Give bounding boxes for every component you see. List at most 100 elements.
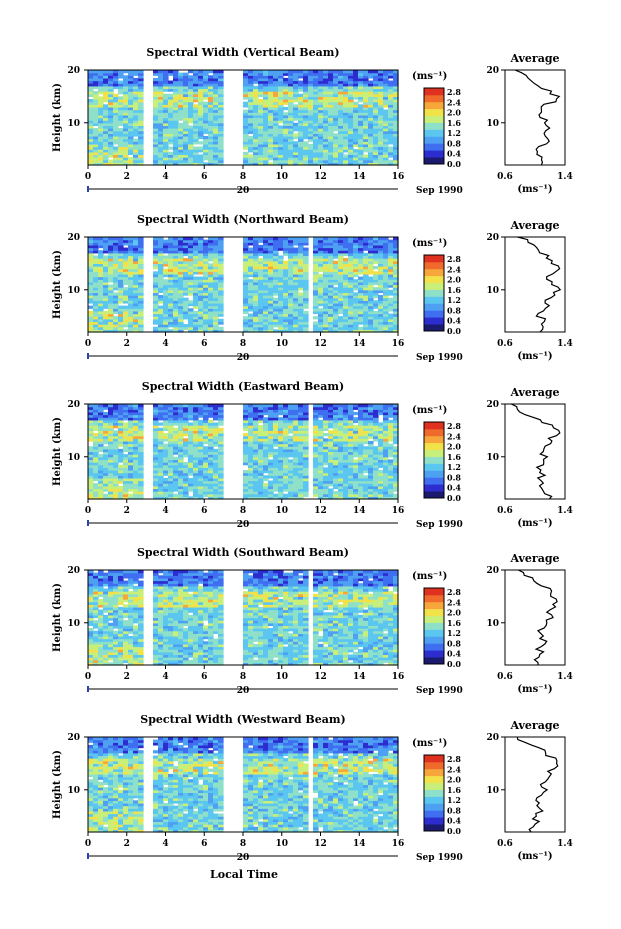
- heatmap-cell: [378, 104, 384, 108]
- heatmap-cell: [208, 70, 214, 74]
- heatmap-cell: [258, 244, 264, 249]
- heatmap-cell: [293, 324, 299, 328]
- heatmap-cell: [318, 268, 324, 272]
- heatmap-cell: [248, 411, 254, 416]
- heatmap-cell: [393, 297, 399, 301]
- heatmap-cell: [163, 80, 169, 84]
- colorbar-segment: [424, 268, 444, 277]
- heatmap-cell: [188, 130, 194, 134]
- heatmap-cell: [258, 467, 264, 471]
- heatmap-cell: [348, 72, 354, 76]
- heatmap-cell: [383, 101, 389, 105]
- heatmap-cell: [383, 80, 389, 84]
- heatmap-cell: [163, 321, 169, 325]
- heatmap-cell: [298, 120, 304, 124]
- heatmap-cell: [253, 297, 259, 301]
- heatmap-cell: [313, 244, 319, 249]
- heatmap-cell: [348, 70, 354, 74]
- heatmap-cell: [173, 318, 179, 323]
- heatmap-cell: [218, 409, 224, 413]
- heatmap-cell: [253, 454, 259, 458]
- heatmap-cell: [323, 239, 329, 243]
- heatmap-cell: [203, 313, 209, 317]
- heatmap-cell: [313, 75, 319, 79]
- heatmap-cell: [213, 451, 219, 455]
- heatmap-cell: [103, 263, 109, 267]
- heatmap-cell: [178, 287, 184, 291]
- heatmap-cell: [158, 329, 164, 333]
- heatmap-cell: [258, 300, 264, 304]
- heatmap-cell: [178, 462, 184, 466]
- heatmap-cell: [198, 125, 204, 129]
- heatmap-cell: [178, 300, 184, 304]
- heatmap-cell: [363, 85, 369, 90]
- heatmap-cell: [108, 239, 114, 243]
- heatmap-cell: [318, 135, 324, 140]
- heatmap-cell: [328, 237, 334, 241]
- heatmap-cell: [268, 70, 274, 74]
- heatmap-cell: [283, 99, 289, 103]
- heatmap-cell: [218, 443, 224, 447]
- heatmap-cell: [323, 133, 329, 137]
- heatmap-cell: [278, 77, 284, 82]
- heatmap-cell: [328, 146, 334, 150]
- heatmap-cell: [353, 302, 359, 307]
- heatmap-cell: [123, 427, 129, 431]
- heatmap-cell: [358, 72, 364, 76]
- heatmap-cell: [353, 295, 359, 299]
- heatmap-cell: [168, 422, 174, 426]
- heatmap-cell: [158, 141, 164, 145]
- heatmap-cell: [213, 435, 219, 439]
- heatmap-cell: [263, 85, 269, 90]
- heatmap-cell: [93, 409, 99, 413]
- heatmap-cell: [333, 117, 339, 121]
- heatmap-cell: [163, 289, 169, 294]
- heatmap-cell: [113, 292, 119, 296]
- heatmap-cell: [88, 276, 94, 280]
- heatmap-cell: [173, 104, 179, 108]
- heatmap-cell: [313, 260, 319, 264]
- heatmap-cell: [108, 438, 114, 442]
- heatmap-cell: [343, 83, 349, 87]
- heatmap-cell: [313, 284, 319, 288]
- heatmap-cell: [193, 141, 199, 145]
- heatmap-cell: [243, 308, 249, 312]
- heatmap-cell: [283, 77, 289, 82]
- heatmap-cell: [323, 329, 329, 333]
- heatmap-cell: [108, 477, 114, 482]
- heatmap-cell: [178, 480, 184, 484]
- heatmap-cells: [88, 70, 399, 166]
- heatmap-cell: [98, 321, 104, 325]
- heatmap-cell: [363, 271, 369, 275]
- heatmap-cell: [203, 451, 209, 455]
- heatmap-cell: [178, 239, 184, 243]
- heatmap-cell: [138, 106, 144, 111]
- heatmap-cell: [98, 483, 104, 487]
- heatmap-cell: [208, 310, 214, 315]
- heatmap-cell: [198, 157, 204, 161]
- heatmap-cell: [323, 268, 329, 272]
- heatmap-cell: [208, 112, 214, 116]
- heatmap-cell: [98, 80, 104, 84]
- heatmap-cell: [153, 244, 159, 249]
- heatmap-cell: [318, 146, 324, 150]
- heatmap-cell: [163, 154, 169, 158]
- heatmap-cell: [168, 237, 174, 241]
- heatmap-cell: [313, 130, 319, 134]
- heatmap-cell: [163, 406, 169, 410]
- heatmap-cell: [318, 260, 324, 264]
- heatmap-cell: [123, 448, 129, 453]
- heatmap-cell: [353, 271, 359, 275]
- heatmap-cell: [363, 106, 369, 111]
- heatmap-cell: [138, 459, 144, 463]
- heatmap-cell: [378, 316, 384, 320]
- heatmap-cell: [373, 247, 379, 251]
- heatmap-cell: [313, 138, 319, 142]
- heatmap-cell: [203, 488, 209, 492]
- heatmap-cell: [178, 329, 184, 333]
- heatmap-cell: [188, 85, 194, 90]
- average-profile-line: [514, 69, 561, 166]
- heatmap-cell: [108, 77, 114, 82]
- heatmap-cell: [183, 104, 189, 108]
- heatmap-cell: [138, 496, 144, 500]
